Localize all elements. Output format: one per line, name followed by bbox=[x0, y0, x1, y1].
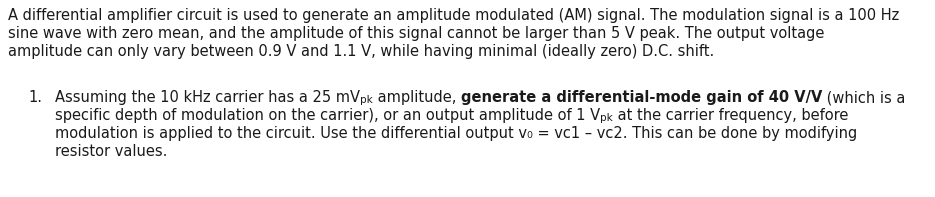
Text: amplitude,: amplitude, bbox=[373, 90, 461, 105]
Text: resistor values.: resistor values. bbox=[55, 144, 167, 159]
Text: 1.: 1. bbox=[28, 90, 42, 105]
Text: sine wave with zero mean, and the amplitude of this signal cannot be larger than: sine wave with zero mean, and the amplit… bbox=[8, 26, 825, 41]
Text: (which is a: (which is a bbox=[822, 90, 905, 105]
Text: modulation is applied to the circuit. Use the differential output v₀ = vc1 – vc2: modulation is applied to the circuit. Us… bbox=[55, 126, 857, 141]
Text: generate a differential-mode gain of 40 V/V: generate a differential-mode gain of 40 … bbox=[461, 90, 822, 105]
Text: specific depth of modulation on the carrier), or an output amplitude of 1 V: specific depth of modulation on the carr… bbox=[55, 108, 600, 123]
Text: pk: pk bbox=[360, 95, 373, 105]
Text: pk: pk bbox=[600, 113, 612, 123]
Text: A differential amplifier circuit is used to generate an amplitude modulated (AM): A differential amplifier circuit is used… bbox=[8, 8, 899, 23]
Text: Assuming the 10 kHz carrier has a 25 mV: Assuming the 10 kHz carrier has a 25 mV bbox=[55, 90, 360, 105]
Text: at the carrier frequency, before: at the carrier frequency, before bbox=[612, 108, 848, 123]
Text: amplitude can only vary between 0.9 V and 1.1 V, while having minimal (ideally z: amplitude can only vary between 0.9 V an… bbox=[8, 44, 714, 59]
